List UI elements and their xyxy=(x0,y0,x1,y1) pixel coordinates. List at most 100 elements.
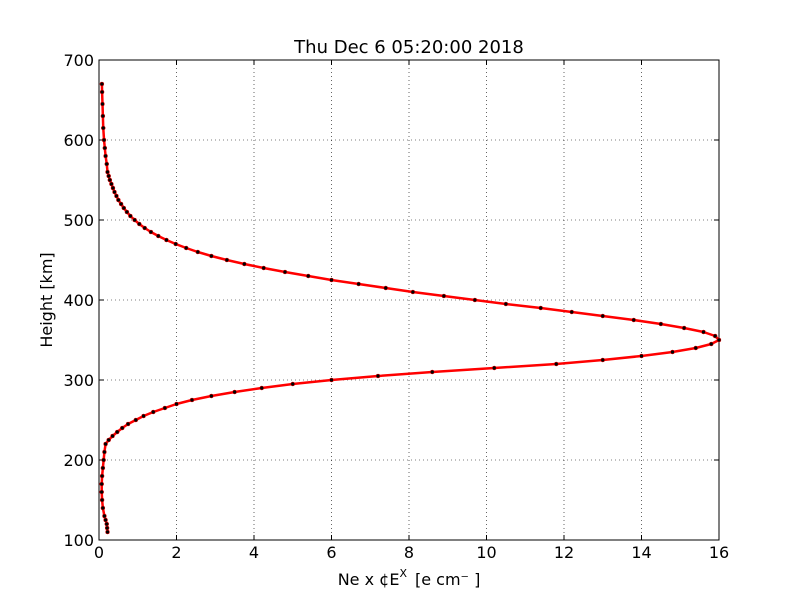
data-point xyxy=(99,473,105,479)
data-point xyxy=(114,193,119,199)
x-tick-label: 10 xyxy=(476,543,496,562)
data-point xyxy=(174,401,179,407)
data-point xyxy=(162,405,168,411)
x-axis-label-superscript: X xyxy=(399,567,407,580)
data-point xyxy=(224,257,230,263)
y-tick-label: 300 xyxy=(63,371,94,390)
x-tick-label: 4 xyxy=(249,543,259,562)
data-point xyxy=(99,489,104,495)
data-point xyxy=(709,341,714,347)
data-point xyxy=(116,197,121,203)
data-point xyxy=(114,429,120,435)
data-point xyxy=(259,385,264,391)
data-point xyxy=(195,249,201,255)
chart-title: Thu Dec 6 05:20:00 2018 xyxy=(293,37,524,58)
data-point xyxy=(106,173,111,179)
data-point xyxy=(441,293,447,299)
x-tick-label: 12 xyxy=(554,543,574,562)
data-point xyxy=(329,377,334,383)
data-point xyxy=(104,521,109,527)
data-point xyxy=(383,285,388,291)
data-point xyxy=(104,161,109,167)
data-point xyxy=(670,349,675,355)
data-point xyxy=(681,325,687,331)
data-point xyxy=(110,185,116,191)
data-point xyxy=(658,321,664,327)
x-axis-label-units: [e cm⁻ ] xyxy=(415,570,480,589)
data-point xyxy=(569,309,574,315)
data-point xyxy=(639,353,644,359)
data-point xyxy=(99,89,105,95)
data-point xyxy=(121,205,127,211)
tick-labels: 0 2 4 6 8 10 12 14 16 100 200 300 400 500 600 700 xyxy=(63,51,729,562)
data-point xyxy=(356,281,361,287)
x-axis-label: Ne x ¢EX [e cm⁻ ] xyxy=(338,567,481,589)
data-point xyxy=(124,209,130,215)
y-tick-label: 100 xyxy=(63,531,94,550)
x-tick-label: 0 xyxy=(94,543,104,562)
data-point xyxy=(631,317,636,323)
data-point xyxy=(189,397,195,403)
y-tick-label: 200 xyxy=(63,451,94,470)
data-point xyxy=(133,417,139,423)
data-point xyxy=(156,233,161,239)
series-layer xyxy=(99,81,722,535)
data-point xyxy=(410,289,416,295)
data-point xyxy=(107,177,113,183)
data-point xyxy=(100,101,105,107)
data-point xyxy=(112,189,117,195)
data-point xyxy=(100,113,106,119)
data-point xyxy=(600,313,605,319)
y-tick-label: 600 xyxy=(63,131,94,150)
x-tick-label: 2 xyxy=(171,543,181,562)
grid xyxy=(99,60,719,540)
series-line xyxy=(100,83,721,533)
x-axis-label-main: Ne x ¢E xyxy=(338,570,400,589)
data-point xyxy=(101,137,107,143)
y-tick-label: 700 xyxy=(63,51,94,70)
data-point xyxy=(716,337,722,343)
data-point xyxy=(375,373,381,379)
y-tick-label: 400 xyxy=(63,291,94,310)
data-point xyxy=(102,513,107,519)
data-point xyxy=(242,261,247,267)
data-point xyxy=(99,481,104,487)
data-point xyxy=(110,433,115,439)
data-point xyxy=(106,437,111,443)
data-point xyxy=(120,425,125,431)
x-tick-label: 6 xyxy=(326,543,336,562)
data-point xyxy=(701,329,706,335)
data-point xyxy=(125,421,131,427)
data-point xyxy=(132,217,137,223)
data-point xyxy=(137,221,142,227)
x-tick-label: 16 xyxy=(709,543,729,562)
data-point xyxy=(209,253,214,259)
data-point xyxy=(101,125,106,131)
data-point xyxy=(693,345,698,351)
data-point xyxy=(712,333,718,339)
data-point xyxy=(109,181,114,187)
data-point xyxy=(105,529,110,535)
data-point xyxy=(118,201,124,207)
y-tick-label: 500 xyxy=(63,211,94,230)
data-point xyxy=(600,357,605,363)
data-point xyxy=(164,237,169,243)
data-point xyxy=(103,517,108,523)
data-point xyxy=(503,301,509,307)
data-point xyxy=(492,365,497,371)
data-point xyxy=(282,269,288,275)
data-point xyxy=(261,265,266,271)
data-point xyxy=(183,245,189,251)
x-tick-label: 8 xyxy=(404,543,414,562)
data-point xyxy=(173,241,178,247)
data-point xyxy=(99,81,105,87)
data-point xyxy=(103,441,108,447)
x-tick-label: 14 xyxy=(631,543,651,562)
data-point xyxy=(102,449,107,455)
data-point xyxy=(102,145,108,151)
data-point xyxy=(306,273,311,279)
data-point xyxy=(101,457,106,463)
data-point xyxy=(104,525,110,531)
data-point xyxy=(99,497,105,503)
